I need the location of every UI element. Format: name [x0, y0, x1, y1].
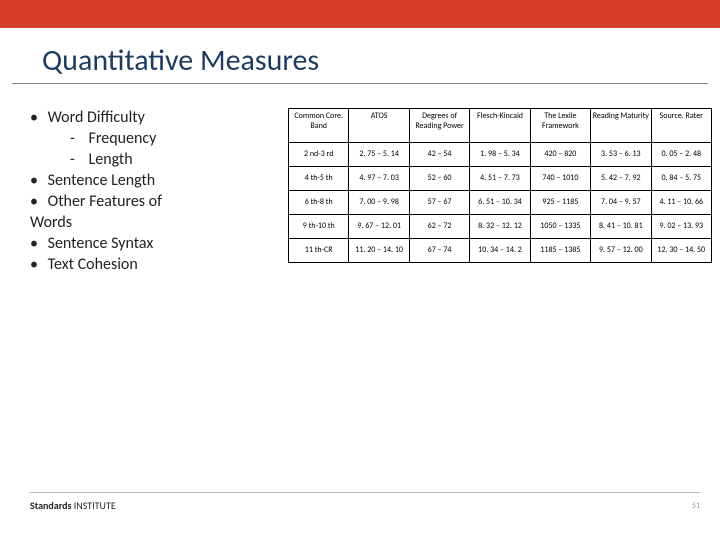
table-cell: 62 – 72 — [409, 215, 469, 239]
table-cell: 0. 84 – 5. 75 — [651, 167, 711, 191]
table-cell: 5. 42 – 7. 92 — [591, 167, 651, 191]
table-cell: 4. 11 – 10. 66 — [651, 191, 711, 215]
table-cell: 11 th-CR — [289, 239, 349, 263]
table-cell: 7. 00 – 9. 98 — [349, 191, 409, 215]
table-cell: 8. 41 – 10. 81 — [591, 215, 651, 239]
table-cell: 6. 51 – 10. 34 — [470, 191, 530, 215]
footer: Standards INSTITUTE 51 — [30, 492, 700, 512]
table-cell: 2 nd-3 rd — [289, 143, 349, 167]
table-cell: 2. 75 – 5. 14 — [349, 143, 409, 167]
table-cell: 57 – 67 — [409, 191, 469, 215]
bullet-item: Sentence Length — [30, 171, 284, 190]
table-header: Common Core. Band — [289, 109, 349, 143]
table-header: Degrees of Reading Power — [409, 109, 469, 143]
table-header: ATOS — [349, 109, 409, 143]
table-cell: 52 – 60 — [409, 167, 469, 191]
table-cell: 6 th-8 th — [289, 191, 349, 215]
table-cell: 4. 97 – 7. 03 — [349, 167, 409, 191]
title-container: Quantitative Measures — [12, 28, 708, 84]
table-cell: 4 th-5 th — [289, 167, 349, 191]
table-cell: 0. 05 – 2. 48 — [651, 143, 711, 167]
table-row: 9 th-10 th 9. 67 – 12. 01 62 – 72 8. 32 … — [289, 215, 712, 239]
bullet-list: Word Difficulty Frequency Length Sentenc… — [30, 108, 284, 274]
table-cell: 8. 32 – 12. 12 — [470, 215, 530, 239]
table-header-row: Common Core. Band ATOS Degrees of Readin… — [289, 109, 712, 143]
table-row: 4 th-5 th 4. 97 – 7. 03 52 – 60 4. 51 – … — [289, 167, 712, 191]
table-cell: 9. 57 – 12. 00 — [591, 239, 651, 263]
bullet-continuation: Words — [30, 213, 284, 232]
footer-logo: Standards INSTITUTE — [30, 499, 116, 512]
table-body: 2 nd-3 rd 2. 75 – 5. 14 42 – 54 1. 98 – … — [289, 143, 712, 263]
content-area: Word Difficulty Frequency Length Sentenc… — [0, 84, 720, 276]
bullet-item: Sentence Syntax — [30, 234, 284, 253]
table-row: 11 th-CR 11. 20 – 14. 10 67 – 74 10. 34 … — [289, 239, 712, 263]
table-cell: 9 th-10 th — [289, 215, 349, 239]
table-cell: 67 – 74 — [409, 239, 469, 263]
table-cell: 740 – 1010 — [530, 167, 590, 191]
table-row: 6 th-8 th 7. 00 – 9. 98 57 – 67 6. 51 – … — [289, 191, 712, 215]
table-cell: 420 – 820 — [530, 143, 590, 167]
table-row: 2 nd-3 rd 2. 75 – 5. 14 42 – 54 1. 98 – … — [289, 143, 712, 167]
table-cell: 9. 02 – 13. 93 — [651, 215, 711, 239]
table-cell: 12. 30 – 14. 50 — [651, 239, 711, 263]
table-cell: 11. 20 – 14. 10 — [349, 239, 409, 263]
sub-bullet-item: Length — [30, 150, 284, 169]
page-number: 51 — [692, 501, 700, 511]
table-cell: 1185 – 1385 — [530, 239, 590, 263]
bullet-item: Other Features of — [30, 192, 284, 211]
bullet-list-region: Word Difficulty Frequency Length Sentenc… — [30, 108, 284, 276]
table-cell: 925 – 1185 — [530, 191, 590, 215]
table-cell: 10. 34 – 14. 2 — [470, 239, 530, 263]
measures-table: Common Core. Band ATOS Degrees of Readin… — [288, 108, 712, 263]
table-header: Flesch-Kincaid — [470, 109, 530, 143]
table-cell: 3. 53 – 6. 13 — [591, 143, 651, 167]
sub-bullet-item: Frequency — [30, 129, 284, 148]
table-cell: 1050 – 1335 — [530, 215, 590, 239]
table-header: Reading Maturity — [591, 109, 651, 143]
table-cell: 7. 04 – 9. 57 — [591, 191, 651, 215]
table-cell: 9. 67 – 12. 01 — [349, 215, 409, 239]
logo-bold: Standards — [30, 499, 72, 512]
top-accent-bar — [0, 0, 720, 28]
logo-regular: INSTITUTE — [72, 499, 116, 512]
table-header: Source. Rater — [651, 109, 711, 143]
table-cell: 4. 51 – 7. 73 — [470, 167, 530, 191]
table-region: Common Core. Band ATOS Degrees of Readin… — [284, 108, 712, 276]
slide-title: Quantitative Measures — [42, 42, 678, 79]
table-header: The Lexile Framework — [530, 109, 590, 143]
bullet-item: Text Cohesion — [30, 255, 284, 274]
table-cell: 42 – 54 — [409, 143, 469, 167]
bullet-item: Word Difficulty — [30, 108, 284, 127]
table-cell: 1. 98 – 5. 34 — [470, 143, 530, 167]
